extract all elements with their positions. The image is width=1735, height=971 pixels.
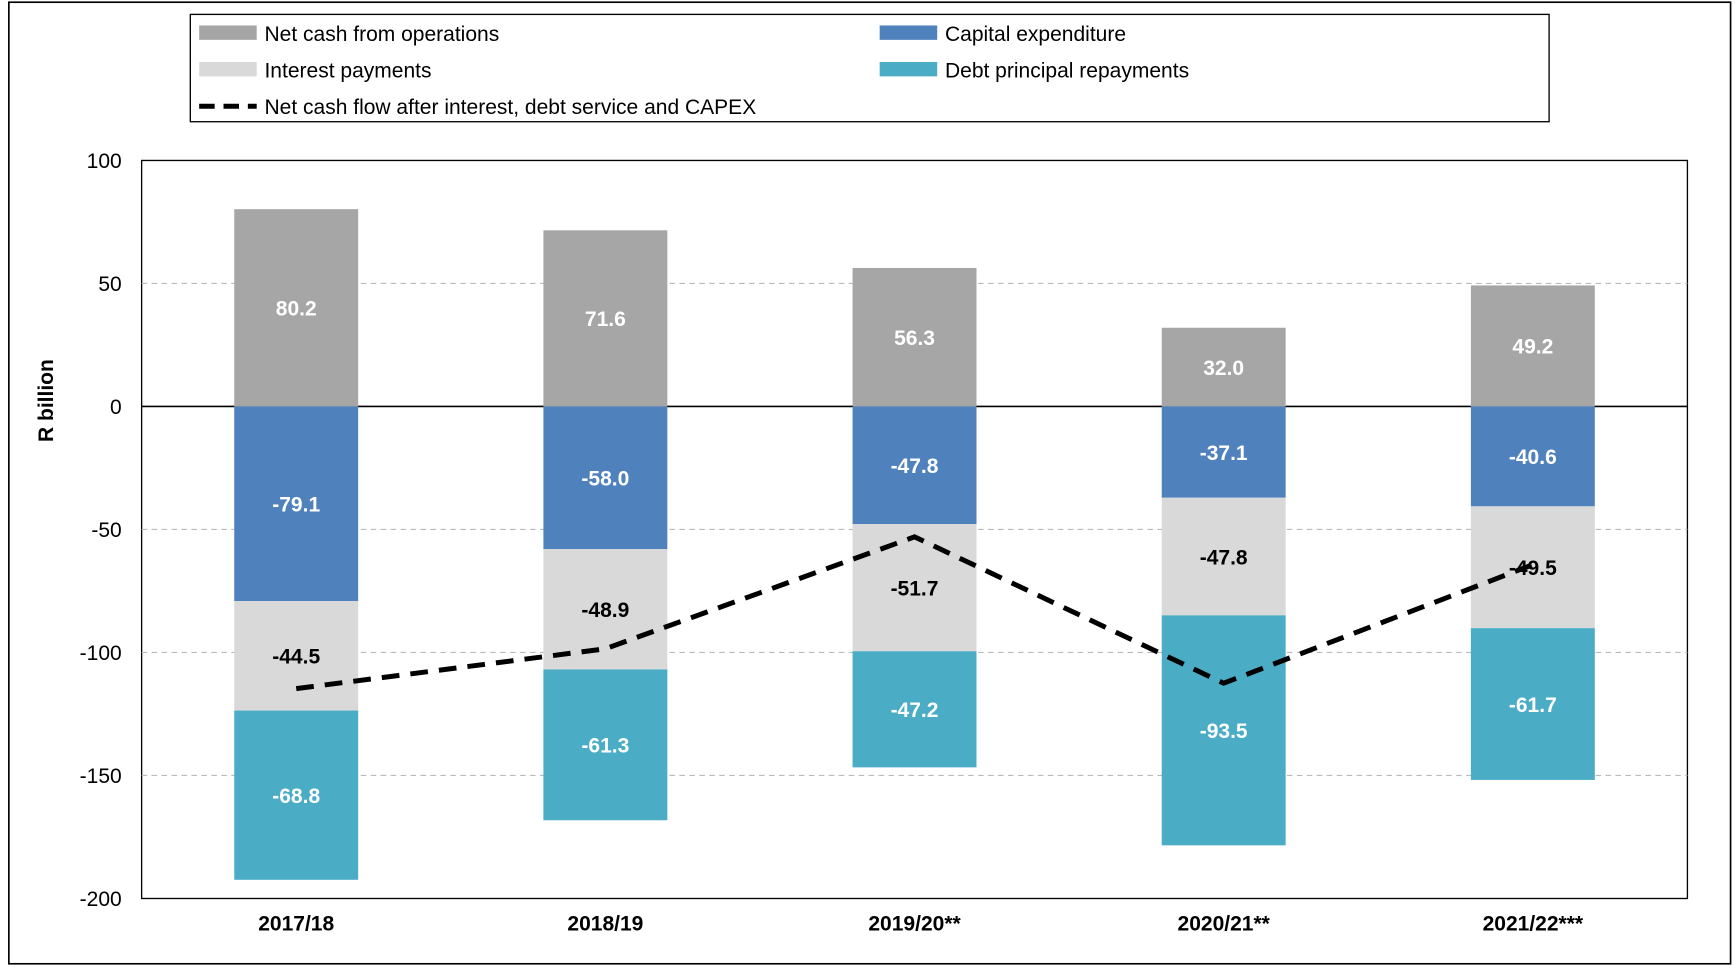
bar-segment	[234, 209, 359, 407]
data-label: -93.5	[1200, 720, 1248, 743]
data-label: 71.6	[585, 308, 626, 331]
bar-segment	[543, 406, 668, 550]
y-tick-label: 0	[110, 396, 122, 419]
data-label: -58.0	[581, 468, 629, 491]
bar-segment	[1161, 327, 1286, 407]
bar-segment	[852, 406, 977, 525]
y-tick-label: -150	[80, 765, 122, 788]
bar-segment	[852, 524, 977, 652]
legend-box	[189, 13, 1550, 123]
data-label: 32.0	[1203, 357, 1244, 380]
data-label: -68.8	[272, 785, 320, 808]
data-label: -61.3	[581, 735, 629, 758]
x-tick-label: 2019/20**	[868, 913, 961, 936]
x-tick-label: 2018/19	[567, 913, 643, 936]
data-label: 56.3	[894, 327, 935, 350]
bar-segment	[1161, 406, 1286, 498]
bar-segment	[543, 230, 668, 407]
data-label: -47.2	[891, 699, 939, 722]
y-tick-label: -50	[91, 519, 121, 542]
legend-label: Interest payments	[264, 59, 431, 82]
data-label: -79.1	[272, 494, 320, 517]
data-label: -37.1	[1200, 442, 1248, 465]
bar-segment	[1161, 497, 1286, 616]
data-label: -48.9	[581, 599, 629, 622]
y-tick-label: 50	[98, 273, 121, 296]
legend-label: Capital expenditure	[945, 23, 1126, 46]
legend-label: Debt principal repayments	[945, 59, 1189, 82]
data-label: -61.7	[1509, 694, 1557, 717]
y-axis-label: R billion	[35, 359, 58, 442]
data-label: 80.2	[276, 298, 317, 321]
data-label: -49.5	[1509, 557, 1557, 580]
y-tick-label: -100	[80, 642, 122, 665]
bar-segment	[1470, 628, 1595, 780]
bar-segment	[543, 669, 668, 821]
data-label: -47.8	[891, 455, 939, 478]
legend-label: Net cash from operations	[264, 23, 499, 46]
line-series	[295, 534, 1534, 692]
legend-swatch	[199, 61, 257, 77]
legend-swatch	[199, 25, 257, 40]
data-label: -44.5	[272, 646, 320, 669]
bar-segment	[234, 710, 359, 880]
bar-segment	[1470, 506, 1595, 629]
x-tick-label: 2020/21**	[1178, 913, 1271, 936]
legend-swatch	[879, 61, 938, 77]
x-tick-label: 2021/22***	[1483, 913, 1584, 936]
bar-segment	[1161, 615, 1286, 846]
bar-segment	[234, 601, 359, 711]
bar-segment	[543, 549, 668, 670]
bar-segment	[234, 406, 359, 602]
legend-label: Net cash flow after interest, debt servi…	[264, 96, 756, 119]
data-label: -51.7	[891, 577, 939, 600]
x-tick-label: 2017/18	[258, 913, 334, 936]
bar-segment	[1470, 285, 1595, 407]
y-tick-label: 100	[87, 150, 122, 173]
y-tick-label: -200	[80, 888, 122, 911]
bar-segment	[852, 651, 977, 768]
legend-swatch	[879, 25, 938, 40]
data-label: -47.8	[1200, 546, 1248, 569]
data-label: -40.6	[1509, 446, 1557, 469]
bar-segment	[1470, 406, 1595, 507]
data-label: 49.2	[1512, 336, 1553, 359]
bar-segment	[852, 267, 977, 407]
